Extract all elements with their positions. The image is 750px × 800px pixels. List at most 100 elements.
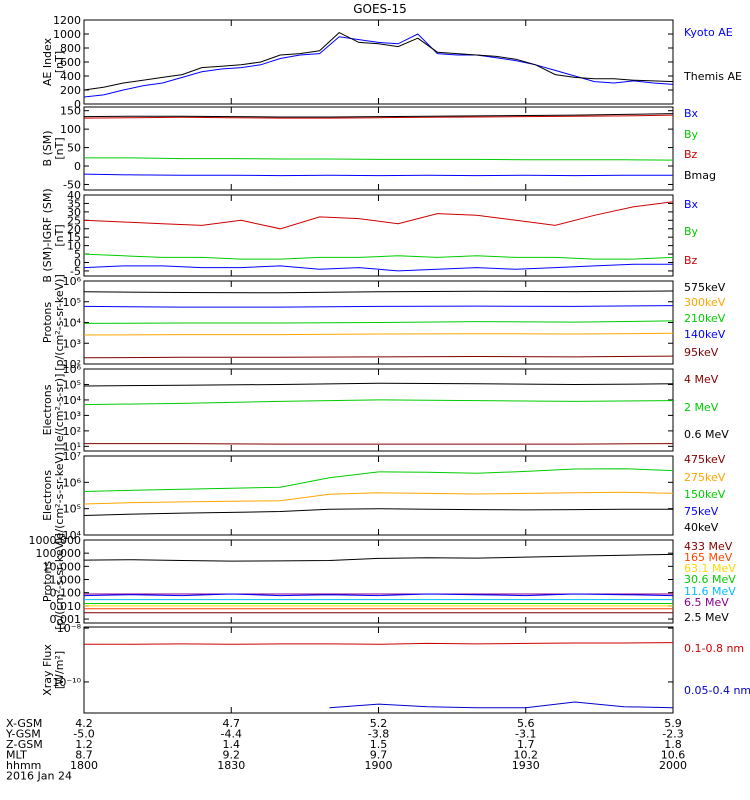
y-axis-label: B (SM) (41, 130, 54, 166)
y-axis-unit: [e/(cm²-s-sr)] (53, 374, 66, 447)
footer-value: -5.0 (73, 728, 94, 741)
series-line (84, 642, 674, 645)
legend-entry: Bz (684, 148, 698, 161)
y-tick-label: 0.100 (50, 587, 82, 600)
y-tick-label: 10 (67, 240, 81, 253)
y-tick-label: 800 (60, 42, 81, 55)
y-tick-label: 10⁴ (63, 394, 82, 407)
legend-entry: 2 MeV (684, 401, 719, 414)
y-tick-label: 0.001 (50, 613, 82, 626)
series-line (83, 355, 674, 359)
y-tick-label: 10⁵ (63, 296, 81, 309)
footer-row-label: X-GSM (6, 717, 42, 730)
y-tick-label: 150 (60, 105, 81, 118)
y-tick-label: 10⁶ (63, 476, 82, 489)
y-axis-label: Electrons (41, 384, 54, 435)
y-axis-unit: [W/m²] (53, 651, 66, 689)
legend-entry: 0.05-0.4 nm (684, 684, 750, 697)
y-tick-label: 100.000 (36, 547, 82, 560)
y-tick-label: 10¹ (63, 440, 81, 453)
legend-entry: 300keV (684, 296, 726, 309)
y-tick-label: 10⁻¹⁰ (52, 676, 81, 689)
footer-value: -3.1 (515, 728, 536, 741)
y-tick-label: 10.000 (43, 560, 82, 573)
y-tick-label: 0.010 (50, 600, 82, 613)
footer-value: 1.8 (664, 738, 682, 751)
legend-entry: 75keV (684, 505, 719, 518)
series-line (84, 157, 674, 161)
panel-frame (83, 626, 674, 714)
y-tick-label: 25 (67, 214, 81, 227)
footer-value: 10.6 (661, 749, 686, 762)
legend-entry: 30.6 MeV (684, 573, 736, 586)
legend-entry: Bmag (684, 169, 716, 182)
y-tick-label: 10⁶ (63, 275, 82, 288)
legend-entry: 475keV (684, 453, 726, 466)
footer-value: 1.7 (517, 738, 535, 751)
series-line (83, 31, 674, 91)
y-tick-label: 10³ (63, 409, 81, 422)
y-tick-label: 10² (63, 425, 81, 438)
legend-entry: 150keV (684, 488, 726, 501)
y-tick-label: 0 (74, 160, 81, 173)
y-axis-unit: [nT] (53, 224, 66, 246)
y-tick-label: 10⁴ (63, 317, 82, 330)
series-line (83, 290, 674, 294)
panel-7: 0.0010.0100.1001.00010.000100.0001000.00… (29, 533, 737, 630)
legend-entry: 11.6 MeV (684, 585, 736, 598)
series-line (83, 382, 674, 387)
legend-entry: 0.6 MeV (684, 428, 729, 441)
footer-value: 9.7 (370, 749, 388, 762)
footer-value: 2000 (659, 759, 687, 772)
legend-entry: 0.1-0.8 nm (684, 642, 744, 655)
footer-value: 1.2 (75, 738, 93, 751)
y-tick-label: 600 (60, 56, 81, 69)
y-tick-label: -5 (70, 265, 81, 278)
chart-title: GOES-15 (353, 2, 407, 16)
y-tick-label: 10⁵ (63, 378, 81, 391)
series-line (83, 491, 674, 505)
panel-5: 10¹ 10² 10³ 10⁴ 10⁵ 10⁶ Electrons [e/(cm²-s-sr)… (41, 363, 729, 453)
y-axis-unit: [nT] (53, 51, 66, 73)
footer-value: 9.2 (223, 749, 241, 762)
legend-entry: 2.5 MeV (684, 611, 729, 624)
y-tick-label: 10³ (63, 337, 81, 350)
y-axis-label: Xray Flux (41, 644, 54, 696)
footer-value: 1930 (512, 759, 540, 772)
y-axis-label: Electrons (41, 470, 54, 521)
footer-value: 1900 (365, 759, 393, 772)
y-axis-unit: [p/(cm²-s-sr-keV)] (53, 274, 66, 371)
footer-value: 5.2 (370, 717, 388, 730)
series-line (83, 201, 674, 230)
legend-entry: 6.5 MeV (684, 596, 729, 609)
y-tick-label: 10⁻⁸ (57, 622, 82, 635)
footer-value: -3.8 (368, 728, 389, 741)
footer-value: 1.4 (223, 738, 241, 751)
ephemeris-footer: X-GSM 4.2 4.7 5.2 5.6 5.9 Y-GSM -5.0 -4.4 -3.8 -3.… (5, 717, 687, 783)
series-line (83, 253, 674, 260)
y-tick-label: 40 (67, 189, 81, 202)
y-axis-unit: [nT] (53, 137, 66, 159)
series-line (83, 508, 673, 516)
y-tick-label: 100 (60, 123, 81, 136)
series-line (83, 305, 674, 308)
series-line (83, 593, 674, 597)
legend-entry: Bx (684, 107, 699, 120)
series-line (329, 701, 674, 709)
series-line (83, 173, 673, 177)
y-tick-label: 1.000 (50, 574, 82, 587)
y-axis-unit: [e/(cm²-s-sr-keV)] (53, 447, 66, 543)
y-tick-label: 0 (74, 257, 81, 270)
series-line (83, 332, 674, 336)
footer-value: -4.4 (221, 728, 242, 741)
panel-frame (83, 19, 674, 105)
panel-6: 10⁴ 10⁵ 10⁶ 10⁷ Electrons [e/(cm²-s-sr-keV)] 4… (41, 447, 726, 543)
y-axis-unit: [p/(cm²-s-sr-keV)] (53, 533, 66, 630)
series-line (84, 443, 674, 445)
y-tick-label: -50 (63, 178, 81, 191)
legend-entry: 4 MeV (684, 373, 719, 386)
panel-frame (83, 106, 674, 191)
y-tick-label: 35 (67, 197, 81, 210)
